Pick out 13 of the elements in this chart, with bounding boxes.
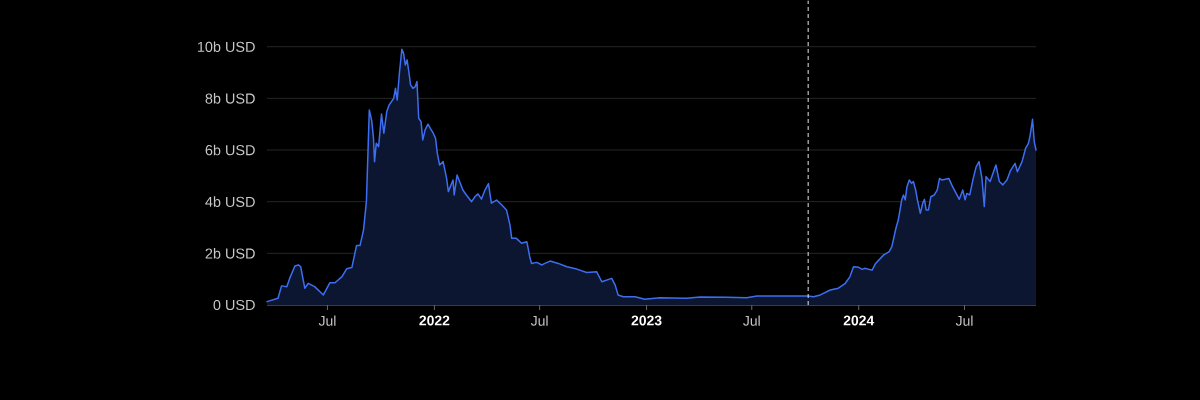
y-tick-label: 10b USD [197, 41, 255, 52]
x-tick-label: Jul [530, 315, 548, 326]
x-tick-label: 2023 [631, 315, 662, 326]
x-tick-label: Jul [955, 315, 973, 326]
x-tick-label: 2022 [419, 315, 450, 326]
y-tick-label: 2b USD [205, 248, 255, 259]
y-tick-label: 4b USD [205, 196, 255, 207]
y-tick-label: 8b USD [205, 93, 255, 104]
x-tick-label: Jul [318, 315, 336, 326]
x-tick-label: 2024 [843, 315, 875, 326]
y-tick-label: 6b USD [205, 144, 255, 156]
y-tick-label: 0 USD [213, 299, 255, 311]
x-tick-label: Jul [743, 315, 760, 326]
